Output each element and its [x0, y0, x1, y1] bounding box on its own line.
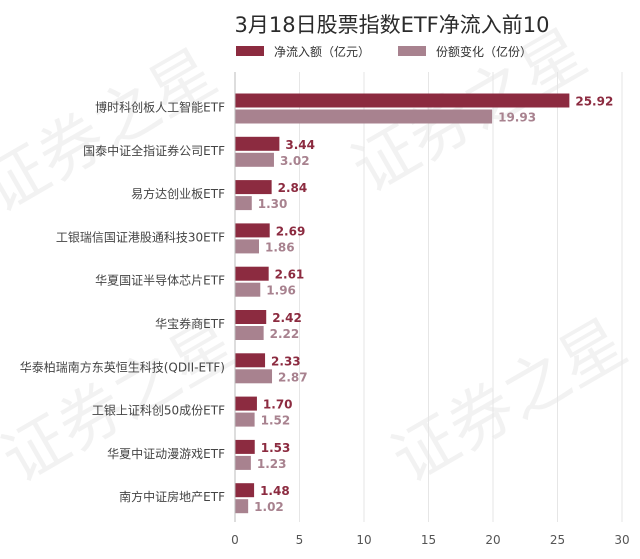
bars: 25.92 19.93 3.44 3.02 2.84 1.30 2.69 1.86 2.61 1.…: [235, 93, 613, 514]
value-label: 1.86: [265, 240, 295, 254]
bar-share-change: [235, 152, 274, 167]
bar-inflow: [235, 180, 272, 195]
legend-swatch-1: [398, 46, 426, 56]
category-label: 博时科创板人工智能ETF: [95, 100, 225, 115]
category-label: 易方达创业板ETF: [131, 186, 225, 201]
category-label: 华宝券商ETF: [155, 316, 225, 331]
bar-inflow: [235, 353, 266, 368]
x-tick-label-25: 25: [550, 533, 565, 547]
value-label: 25.92: [575, 95, 613, 109]
bar-inflow: [235, 93, 570, 108]
value-label: 1.53: [261, 441, 291, 455]
bar-share-change: [235, 282, 261, 297]
value-label: 2.22: [270, 327, 300, 341]
chart-title: 3月18日股票指数ETF净流入前10: [235, 13, 550, 37]
bar-share-change: [235, 326, 264, 340]
bar-inflow: [235, 310, 267, 324]
bar-share-change: [235, 412, 255, 427]
value-label: 1.02: [254, 500, 284, 514]
x-tick-label-10: 10: [356, 533, 371, 547]
bar-inflow: [235, 136, 280, 151]
bar-inflow: [235, 396, 257, 411]
bar-inflow: [235, 223, 270, 238]
value-label: 1.23: [257, 457, 287, 471]
category-label: 工银瑞信国证港股通科技30ETF: [56, 230, 225, 244]
bar-share-change: [235, 109, 493, 124]
value-label: 2.61: [275, 268, 305, 282]
category-label: 南方中证房地产ETF: [119, 489, 225, 504]
bar-inflow: [235, 483, 255, 498]
legend-label-1: 份额变化（亿份）: [436, 44, 532, 59]
legend-label-0: 净流入额（亿元）: [274, 44, 370, 59]
watermark-text-2: 证券之星: [0, 306, 249, 498]
value-label: 2.69: [276, 224, 306, 238]
value-label: 2.33: [271, 354, 301, 368]
category-label: 工银上证科创50成份ETF: [92, 404, 225, 418]
value-label: 1.48: [260, 484, 290, 498]
category-label: 华夏国证半导体芯片ETF: [95, 274, 225, 288]
x-gridlines: [299, 72, 623, 522]
category-label: 国泰中证全指证券公司ETF: [83, 143, 225, 158]
bar-share-change: [235, 455, 251, 470]
value-label: 1.96: [266, 284, 296, 298]
bar-share-change: [235, 196, 252, 211]
bar-share-change: [235, 369, 273, 384]
value-label: 19.93: [498, 111, 536, 125]
x-tick-label-15: 15: [421, 533, 436, 547]
category-labels: 博时科创板人工智能ETF 国泰中证全指证券公司ETF 易方达创业板ETF 工银瑞信国证…: [20, 100, 225, 505]
bar-share-change: [235, 499, 249, 514]
value-label: 3.44: [285, 138, 315, 152]
bar-inflow: [235, 266, 269, 281]
legend: 净流入额（亿元） 份额变化（亿份）: [236, 44, 532, 59]
watermark-text-3: 证券之星: [380, 306, 639, 498]
value-label: 2.87: [278, 370, 308, 384]
bar-inflow: [235, 439, 255, 454]
x-axis: 0 5 10 15 20 25 30: [231, 72, 630, 547]
x-tick-label-20: 20: [485, 533, 500, 547]
value-label: 1.52: [261, 414, 291, 428]
x-tick-label-0: 0: [231, 533, 239, 547]
x-tick-label-5: 5: [296, 533, 304, 547]
category-label: 华泰柏瑞南方东英恒生科技(QDII-ETF): [20, 359, 225, 374]
value-label: 2.42: [272, 311, 302, 325]
value-label: 1.30: [258, 197, 288, 211]
bar-share-change: [235, 239, 259, 254]
value-label: 2.84: [278, 181, 308, 195]
category-label: 华夏中证动漫游戏ETF: [107, 446, 225, 461]
x-tick-label-30: 30: [614, 533, 629, 547]
value-label: 3.02: [280, 154, 310, 168]
legend-swatch-0: [236, 46, 264, 56]
value-label: 1.70: [263, 398, 293, 412]
